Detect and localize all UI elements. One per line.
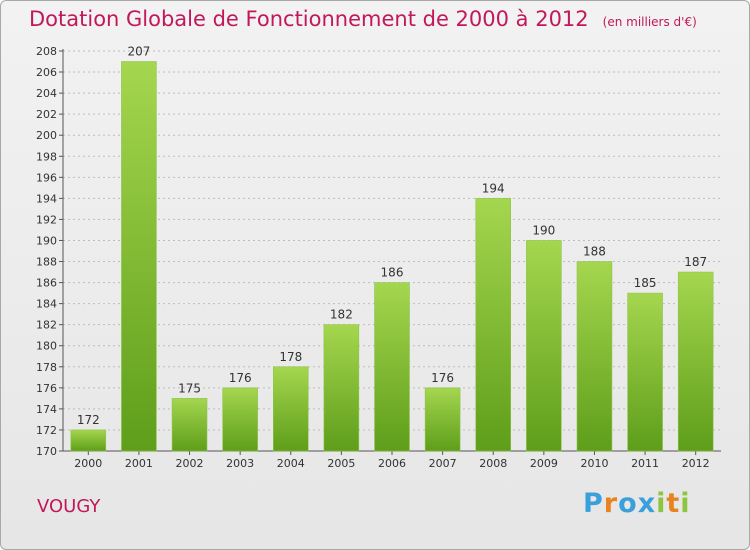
- chart-subtitle: (en milliers d'€): [602, 15, 697, 29]
- y-tick-label: 170: [36, 445, 57, 458]
- bar-2000: [70, 429, 107, 452]
- bar-2012: [677, 271, 714, 452]
- bar-2002: [171, 398, 208, 452]
- y-tick-label: 172: [36, 424, 57, 437]
- x-tick-label-2002: 2002: [176, 457, 204, 470]
- x-tick-label-2003: 2003: [226, 457, 254, 470]
- y-tick-label: 194: [36, 192, 57, 205]
- y-tick-label: 202: [36, 108, 57, 121]
- value-label-2006: 186: [381, 266, 404, 280]
- y-tick-label: 174: [36, 403, 57, 416]
- y-tick-label: 192: [36, 213, 57, 226]
- value-label-2001: 207: [127, 45, 150, 59]
- x-tick-label-2012: 2012: [682, 457, 710, 470]
- value-label-2008: 194: [482, 181, 505, 195]
- value-label-2009: 190: [532, 223, 555, 237]
- value-label-2003: 176: [229, 371, 252, 385]
- y-tick-label: 206: [36, 66, 57, 79]
- y-tick-label: 200: [36, 129, 57, 142]
- y-tick-label: 204: [36, 87, 57, 100]
- y-tick-label: 184: [36, 298, 57, 311]
- value-label-2011: 185: [634, 276, 657, 290]
- bar-2009: [526, 240, 562, 452]
- x-tick-label-2004: 2004: [277, 457, 305, 470]
- logo-letter: o: [618, 488, 638, 519]
- y-tick-label: 182: [36, 319, 57, 332]
- x-tick-label-2000: 2000: [74, 457, 102, 470]
- label-layer: 172 207 175 176 178 182 186 176 194 190 188 185 187: [77, 45, 707, 427]
- axis-layer: 1701721741761781801821841861881901921941…: [36, 45, 721, 470]
- y-tick-label: 178: [36, 361, 57, 374]
- x-tick-label-2008: 2008: [479, 457, 507, 470]
- bar-2001: [121, 61, 157, 452]
- value-label-2005: 182: [330, 308, 353, 322]
- logo-letter: i: [656, 488, 667, 519]
- value-label-2002: 175: [178, 381, 201, 395]
- x-tick-label-2009: 2009: [530, 457, 558, 470]
- x-tick-label-2001: 2001: [125, 457, 153, 470]
- x-tick-label-2011: 2011: [631, 457, 659, 470]
- chart-title-text: Dotation Globale de Fonctionnement de 20…: [29, 7, 589, 31]
- value-label-2012: 187: [684, 255, 707, 269]
- x-tick-label-2010: 2010: [580, 457, 608, 470]
- logo-letter: t: [666, 488, 681, 519]
- logo-letter: P: [583, 488, 604, 519]
- y-tick-label: 196: [36, 171, 57, 184]
- value-label-2010: 188: [583, 245, 606, 259]
- bar-2011: [627, 292, 663, 452]
- bar-2005: [323, 324, 360, 452]
- bar-2007: [424, 387, 461, 452]
- y-tick-label: 188: [36, 256, 57, 269]
- bar-2003: [222, 387, 258, 452]
- chart-title: Dotation Globale de Fonctionnement de 20…: [29, 7, 697, 31]
- x-tick-label-2006: 2006: [378, 457, 406, 470]
- y-tick-label: 180: [36, 340, 57, 353]
- logo-letter: x: [637, 488, 657, 519]
- y-tick-label: 190: [36, 234, 57, 247]
- logo-letter: r: [603, 488, 619, 519]
- bar-2010: [576, 261, 613, 452]
- y-tick-label: 208: [36, 45, 57, 58]
- value-label-2000: 172: [77, 413, 100, 427]
- place-name: VOUGY: [37, 496, 101, 517]
- x-tick-label-2007: 2007: [429, 457, 457, 470]
- y-tick-label: 186: [36, 277, 57, 290]
- bar-2004: [273, 366, 309, 452]
- y-tick-label: 198: [36, 150, 57, 163]
- bar-2008: [475, 198, 511, 452]
- proxiti-logo: Proxiti: [583, 488, 691, 519]
- logo-letter: i: [680, 488, 691, 519]
- bar-2006: [374, 282, 410, 452]
- value-label-2007: 176: [431, 371, 454, 385]
- bar-layer: [70, 61, 714, 452]
- y-tick-label: 176: [36, 382, 57, 395]
- value-label-2004: 178: [279, 350, 302, 364]
- x-tick-label-2005: 2005: [327, 457, 355, 470]
